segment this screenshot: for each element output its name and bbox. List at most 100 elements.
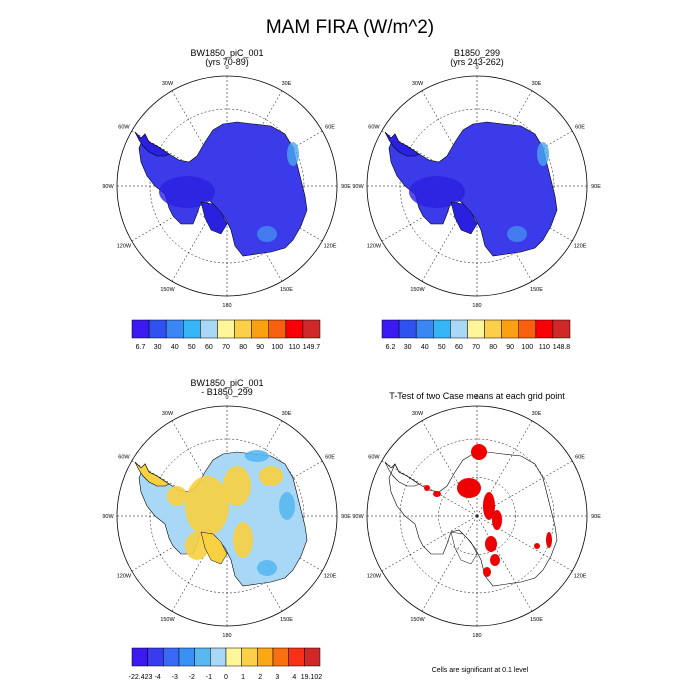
colorbar-tick-label: 2 <box>258 674 262 681</box>
colorbar-tick-label: -3 <box>172 674 178 681</box>
peninsula-difference <box>134 461 170 487</box>
colorbar-panel-2: 6.2 30 40 50 60 70 80 90 100 110 148.8 <box>381 319 571 351</box>
ross-ice-shelf <box>200 201 228 235</box>
colorbar-tick-label: 100 <box>271 344 283 351</box>
colorbar-swatch <box>178 647 195 667</box>
colorbar-swatch <box>381 319 400 339</box>
longitude-label: 120W <box>117 244 132 250</box>
panel-2: B1850_299 (yrs 243-262) 0 30E 60E 90E 120E 15… <box>352 48 601 309</box>
negative-difference-region <box>257 560 277 576</box>
significant-cell-cluster <box>490 554 500 566</box>
colorbar-swatch <box>288 647 305 667</box>
longitude-label: 150E <box>530 287 543 293</box>
longitude-label: 120W <box>367 244 382 250</box>
longitude-label: 60W <box>368 125 380 131</box>
longitude-label: 120W <box>367 574 382 580</box>
panel-1-longitude-labels: 0 30E 60E 90E 120E 150E 180 150W 120W 90W 60W 30W <box>102 65 351 309</box>
colorbar-tick-label: -4 <box>155 674 161 681</box>
colorbar-swatch <box>268 319 287 339</box>
colorbar-tick-label: 80 <box>239 344 247 351</box>
colorbar-swatch <box>272 647 289 667</box>
longitude-label: 150W <box>160 617 175 623</box>
ice-sheet-fill <box>388 121 558 257</box>
longitude-label: 30W <box>412 411 424 417</box>
significant-cell-cluster <box>492 510 502 530</box>
longitude-label: 0 <box>225 395 228 401</box>
colorbar-swatch <box>484 319 502 339</box>
colorbar-tick-label: 0 <box>224 674 228 681</box>
colorbar-tick-label: 60 <box>205 344 213 351</box>
colorbar-swatch <box>433 319 451 339</box>
panel-1-title: BW1850_piC_001 <box>190 48 263 58</box>
colorbar-swatch <box>535 319 554 339</box>
colorbar-tick-label: 110 <box>289 344 300 351</box>
longitude-label: 90E <box>341 184 351 190</box>
ross-shelf-outline <box>450 531 478 565</box>
colorbar-swatch <box>147 647 164 667</box>
meridian-line <box>421 515 478 612</box>
longitude-label: 120W <box>117 574 132 580</box>
panel-4-map-grid <box>366 405 588 627</box>
longitude-label: 0 <box>475 395 478 401</box>
longitude-label: 0 <box>475 65 478 71</box>
colorbar-swatch <box>148 319 167 339</box>
significant-cell-cluster <box>483 492 495 520</box>
colorbar-tick-label: 3 <box>275 674 279 681</box>
significant-cell-cluster <box>483 567 491 577</box>
colorbar-swatch <box>163 647 180 667</box>
longitude-label: 30W <box>412 81 424 87</box>
longitude-label: 150W <box>410 287 425 293</box>
longitude-label: 30E <box>282 81 292 87</box>
colorbar-tick-label: 70 <box>472 344 480 351</box>
colorbar-tick-label: -2 <box>189 674 195 681</box>
longitude-label: 60E <box>325 125 335 131</box>
colorbar-tick-label: -22.423 <box>129 674 153 681</box>
colorbar-swatch <box>194 647 211 667</box>
ice-sheet-fill <box>138 121 308 257</box>
significant-cell-cluster <box>485 536 497 552</box>
longitude-label: 150E <box>280 287 293 293</box>
colorbar-tick-label: 4 <box>292 674 296 681</box>
longitude-label: 90W <box>352 184 364 190</box>
significance-footnote: Cells are significant at 0.1 level <box>432 667 529 674</box>
colorbar-tick-label: 30 <box>404 344 412 351</box>
panel-2-antarctica-field <box>384 121 558 257</box>
positive-difference-region <box>233 522 253 558</box>
longitude-label: 150E <box>280 617 293 623</box>
longitude-label: 60E <box>575 455 585 461</box>
longitude-label: 60E <box>575 125 585 131</box>
panel-4-significance-field <box>384 444 558 587</box>
panel-1-antarctica-field <box>134 121 308 257</box>
colorbar-tick-label: 40 <box>421 344 429 351</box>
longitude-label: 120E <box>324 244 337 250</box>
longitude-label: 30E <box>282 411 292 417</box>
colorbar-tick-label: 6.7 <box>136 344 146 351</box>
continent-outline <box>388 451 558 587</box>
longitude-label: 0 <box>225 65 228 71</box>
longitude-label: 150E <box>530 617 543 623</box>
colorbar-tick-label: 50 <box>438 344 446 351</box>
positive-difference-region <box>259 466 283 486</box>
panel-3-title: BW1850_piC_001 <box>190 378 263 388</box>
colorbar-panel-3: -22.423 -4 -3 -2 -1 0 1 2 3 4 19.102 <box>129 647 323 681</box>
colorbar-swatch <box>302 319 321 339</box>
colorbar-swatch <box>210 647 227 667</box>
panel-4-title: T-Test of two Case means at each grid po… <box>389 391 565 401</box>
longitude-label: 90E <box>591 184 601 190</box>
significant-cell-cluster <box>534 543 540 549</box>
low-value-region <box>159 176 215 208</box>
panel-3-difference-field <box>134 450 308 587</box>
meridian-line <box>421 420 478 517</box>
colorbar-tick-label: 60 <box>455 344 463 351</box>
positive-difference-region <box>185 476 229 536</box>
colorbar-tick-label: 80 <box>489 344 497 351</box>
longitude-label: 180 <box>222 633 231 639</box>
longitude-label: 180 <box>472 303 481 309</box>
colorbar-swatch <box>552 319 571 339</box>
longitude-label: 60W <box>118 125 130 131</box>
colorbar-tick-label: 19.102 <box>301 674 323 681</box>
significant-cell-cluster <box>471 444 487 460</box>
coastal-high-region <box>507 226 527 242</box>
colorbar-tick-label: 148.8 <box>553 344 571 351</box>
